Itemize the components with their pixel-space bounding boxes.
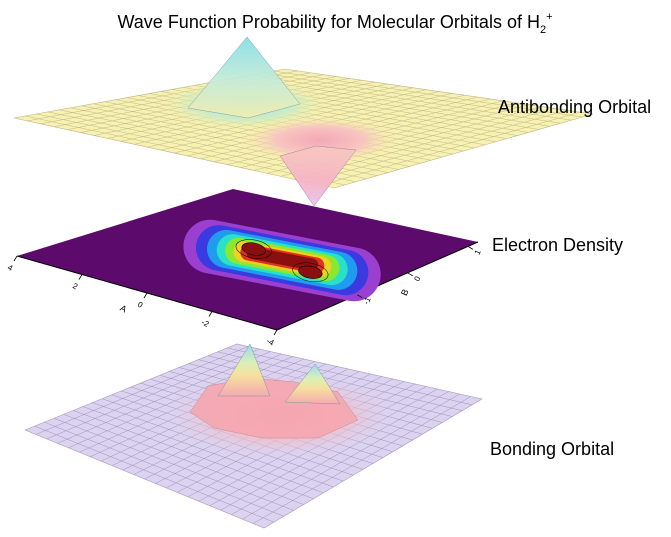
x-tick-label: -4 xyxy=(265,336,276,348)
y-tick-label: 1 xyxy=(473,248,483,256)
x-tick-mark xyxy=(208,311,213,317)
grid-line xyxy=(251,74,561,124)
antibonding-positive-peak xyxy=(187,36,301,119)
grid-line xyxy=(262,72,572,121)
grid-line xyxy=(320,111,581,186)
y-tick-mark xyxy=(467,246,474,250)
grid-line xyxy=(231,391,449,515)
density-contour-line xyxy=(292,262,329,282)
density-contours xyxy=(183,219,381,302)
bonding-peak-b xyxy=(284,363,341,405)
density-core xyxy=(298,265,323,279)
x-tick-mark xyxy=(13,255,18,262)
grid-line xyxy=(307,110,568,183)
y-tick-mark xyxy=(407,272,413,277)
x-tick-label: 2 xyxy=(71,281,80,291)
chart-title: Wave Function Probability for Molecular … xyxy=(117,11,552,36)
y-axis-label: B xyxy=(399,287,411,297)
density-core xyxy=(241,242,266,256)
grid-line xyxy=(242,393,460,520)
x-tick-mark xyxy=(273,329,278,336)
label-antibonding: Antibonding Orbital xyxy=(498,97,651,117)
electron-density-plane: 4 2 0 -2 -4 A 1 0 -1 B xyxy=(6,189,483,348)
x-axis-label: A xyxy=(118,303,128,315)
x-tick-label: -2 xyxy=(200,318,211,330)
y-tick-label: 0 xyxy=(412,274,422,282)
label-electron-density: Electron Density xyxy=(492,235,623,255)
grid-line xyxy=(253,396,471,524)
y-tick-mark xyxy=(357,294,363,299)
x-tick-mark xyxy=(78,274,83,280)
x-tick-label: 4 xyxy=(6,263,15,273)
density-axes: 4 2 0 -2 -4 A 1 0 -1 B xyxy=(6,246,483,348)
label-bonding: Bonding Orbital xyxy=(490,439,614,459)
antibonding-negative-lobe xyxy=(240,116,400,164)
antibonding-surface xyxy=(13,36,594,207)
x-tick-mark xyxy=(143,292,148,299)
density-contour-line xyxy=(235,239,272,259)
x-tick-label: 0 xyxy=(136,300,145,310)
antibonding-negative-peak xyxy=(279,145,357,207)
y-tick-label: -1 xyxy=(362,295,373,306)
bonding-surface xyxy=(24,343,483,529)
grid-line xyxy=(227,347,473,406)
grid-line xyxy=(273,70,583,118)
bonding-peak-a xyxy=(217,343,271,397)
